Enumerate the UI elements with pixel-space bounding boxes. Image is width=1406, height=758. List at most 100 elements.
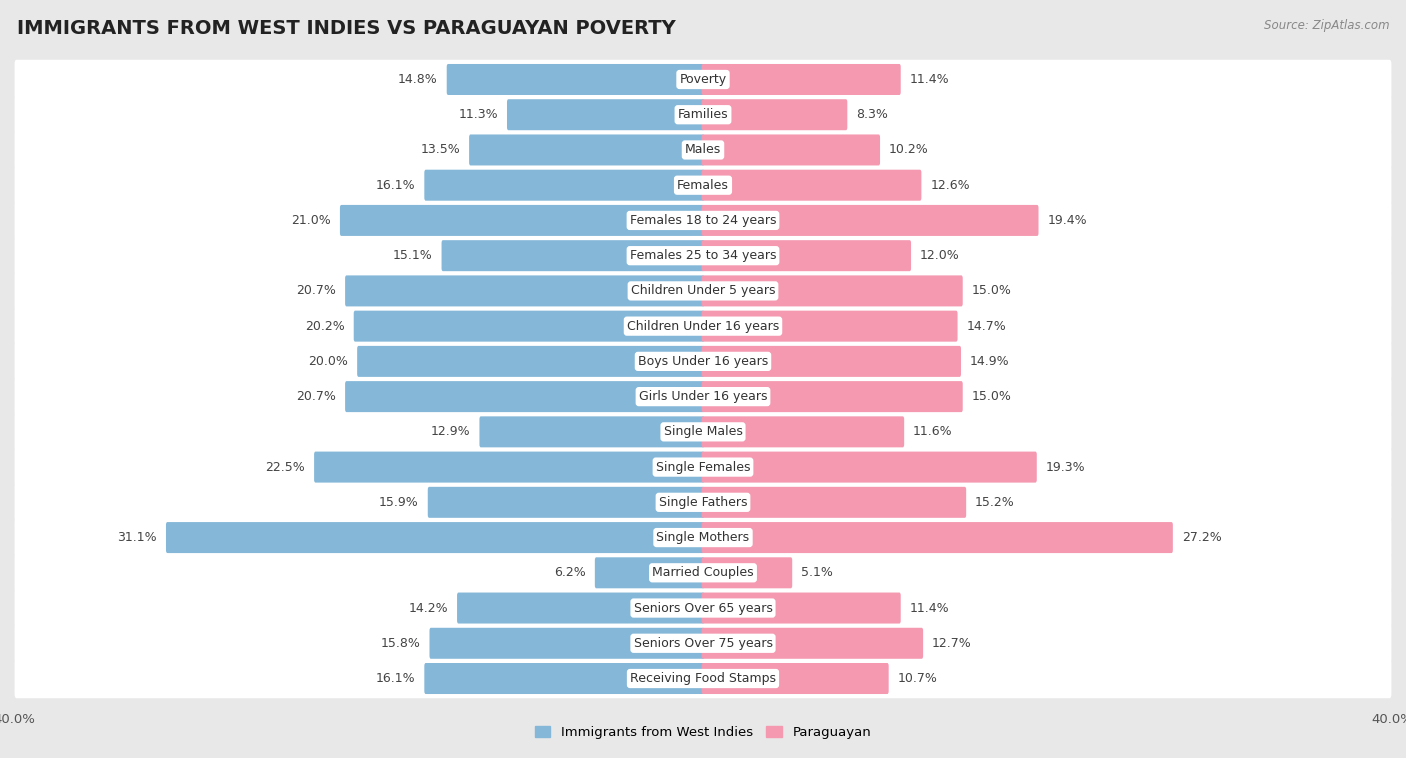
Text: 21.0%: 21.0% xyxy=(291,214,330,227)
FancyBboxPatch shape xyxy=(14,201,1392,240)
Text: 10.7%: 10.7% xyxy=(897,672,938,685)
Text: 20.2%: 20.2% xyxy=(305,320,344,333)
Text: 15.0%: 15.0% xyxy=(972,390,1011,403)
Text: Single Mothers: Single Mothers xyxy=(657,531,749,544)
Text: 15.8%: 15.8% xyxy=(381,637,420,650)
Text: Females: Females xyxy=(678,179,728,192)
FancyBboxPatch shape xyxy=(702,593,901,624)
FancyBboxPatch shape xyxy=(14,271,1392,311)
FancyBboxPatch shape xyxy=(429,628,704,659)
Text: 14.9%: 14.9% xyxy=(970,355,1010,368)
FancyBboxPatch shape xyxy=(14,624,1392,663)
FancyBboxPatch shape xyxy=(702,240,911,271)
Text: 20.7%: 20.7% xyxy=(297,390,336,403)
FancyBboxPatch shape xyxy=(702,64,901,95)
FancyBboxPatch shape xyxy=(344,381,704,412)
FancyBboxPatch shape xyxy=(344,275,704,306)
FancyBboxPatch shape xyxy=(14,377,1392,416)
Text: 22.5%: 22.5% xyxy=(266,461,305,474)
Text: 15.0%: 15.0% xyxy=(972,284,1011,297)
FancyBboxPatch shape xyxy=(14,412,1392,452)
Text: Females 18 to 24 years: Females 18 to 24 years xyxy=(630,214,776,227)
FancyBboxPatch shape xyxy=(425,170,704,201)
Text: Seniors Over 65 years: Seniors Over 65 years xyxy=(634,602,772,615)
FancyBboxPatch shape xyxy=(354,311,704,342)
FancyBboxPatch shape xyxy=(14,165,1392,205)
FancyBboxPatch shape xyxy=(702,381,963,412)
FancyBboxPatch shape xyxy=(14,483,1392,522)
Text: 19.3%: 19.3% xyxy=(1046,461,1085,474)
Text: 20.0%: 20.0% xyxy=(308,355,349,368)
Text: 11.6%: 11.6% xyxy=(912,425,953,438)
FancyBboxPatch shape xyxy=(14,342,1392,381)
Text: Females 25 to 34 years: Females 25 to 34 years xyxy=(630,249,776,262)
FancyBboxPatch shape xyxy=(702,416,904,447)
Text: Families: Families xyxy=(678,108,728,121)
Text: Girls Under 16 years: Girls Under 16 years xyxy=(638,390,768,403)
FancyBboxPatch shape xyxy=(457,593,704,624)
Text: 5.1%: 5.1% xyxy=(801,566,832,579)
Legend: Immigrants from West Indies, Paraguayan: Immigrants from West Indies, Paraguayan xyxy=(529,720,877,744)
Text: Single Males: Single Males xyxy=(664,425,742,438)
FancyBboxPatch shape xyxy=(479,416,704,447)
Text: Married Couples: Married Couples xyxy=(652,566,754,579)
Text: 11.4%: 11.4% xyxy=(910,73,949,86)
Text: 11.3%: 11.3% xyxy=(458,108,498,121)
FancyBboxPatch shape xyxy=(14,95,1392,134)
Text: 14.2%: 14.2% xyxy=(409,602,449,615)
Text: Males: Males xyxy=(685,143,721,156)
FancyBboxPatch shape xyxy=(14,588,1392,628)
FancyBboxPatch shape xyxy=(14,306,1392,346)
Text: 16.1%: 16.1% xyxy=(375,672,415,685)
Text: 8.3%: 8.3% xyxy=(856,108,889,121)
FancyBboxPatch shape xyxy=(508,99,704,130)
Text: 15.9%: 15.9% xyxy=(380,496,419,509)
Text: 20.7%: 20.7% xyxy=(297,284,336,297)
Text: 15.2%: 15.2% xyxy=(976,496,1015,509)
FancyBboxPatch shape xyxy=(441,240,704,271)
Text: Receiving Food Stamps: Receiving Food Stamps xyxy=(630,672,776,685)
FancyBboxPatch shape xyxy=(702,99,848,130)
Text: 31.1%: 31.1% xyxy=(117,531,157,544)
FancyBboxPatch shape xyxy=(427,487,704,518)
Text: Children Under 16 years: Children Under 16 years xyxy=(627,320,779,333)
FancyBboxPatch shape xyxy=(14,236,1392,275)
FancyBboxPatch shape xyxy=(702,134,880,165)
Text: 12.7%: 12.7% xyxy=(932,637,972,650)
Text: Poverty: Poverty xyxy=(679,73,727,86)
Text: IMMIGRANTS FROM WEST INDIES VS PARAGUAYAN POVERTY: IMMIGRANTS FROM WEST INDIES VS PARAGUAYA… xyxy=(17,19,676,38)
Text: 19.4%: 19.4% xyxy=(1047,214,1087,227)
FancyBboxPatch shape xyxy=(425,663,704,694)
FancyBboxPatch shape xyxy=(14,447,1392,487)
Text: Single Females: Single Females xyxy=(655,461,751,474)
Text: 6.2%: 6.2% xyxy=(554,566,586,579)
Text: 14.7%: 14.7% xyxy=(966,320,1007,333)
Text: 14.8%: 14.8% xyxy=(398,73,437,86)
Text: 13.5%: 13.5% xyxy=(420,143,460,156)
FancyBboxPatch shape xyxy=(340,205,704,236)
FancyBboxPatch shape xyxy=(702,663,889,694)
FancyBboxPatch shape xyxy=(595,557,704,588)
FancyBboxPatch shape xyxy=(702,311,957,342)
Text: 12.9%: 12.9% xyxy=(430,425,471,438)
Text: 27.2%: 27.2% xyxy=(1182,531,1222,544)
FancyBboxPatch shape xyxy=(702,205,1039,236)
FancyBboxPatch shape xyxy=(14,553,1392,593)
FancyBboxPatch shape xyxy=(702,522,1173,553)
FancyBboxPatch shape xyxy=(357,346,704,377)
FancyBboxPatch shape xyxy=(14,130,1392,170)
Text: 12.0%: 12.0% xyxy=(920,249,960,262)
FancyBboxPatch shape xyxy=(166,522,704,553)
FancyBboxPatch shape xyxy=(14,518,1392,557)
FancyBboxPatch shape xyxy=(702,487,966,518)
FancyBboxPatch shape xyxy=(702,346,962,377)
Text: 12.6%: 12.6% xyxy=(931,179,970,192)
Text: Seniors Over 75 years: Seniors Over 75 years xyxy=(634,637,772,650)
Text: Source: ZipAtlas.com: Source: ZipAtlas.com xyxy=(1264,19,1389,32)
Text: 11.4%: 11.4% xyxy=(910,602,949,615)
FancyBboxPatch shape xyxy=(314,452,704,483)
FancyBboxPatch shape xyxy=(702,170,921,201)
FancyBboxPatch shape xyxy=(447,64,704,95)
FancyBboxPatch shape xyxy=(702,452,1036,483)
FancyBboxPatch shape xyxy=(14,659,1392,698)
